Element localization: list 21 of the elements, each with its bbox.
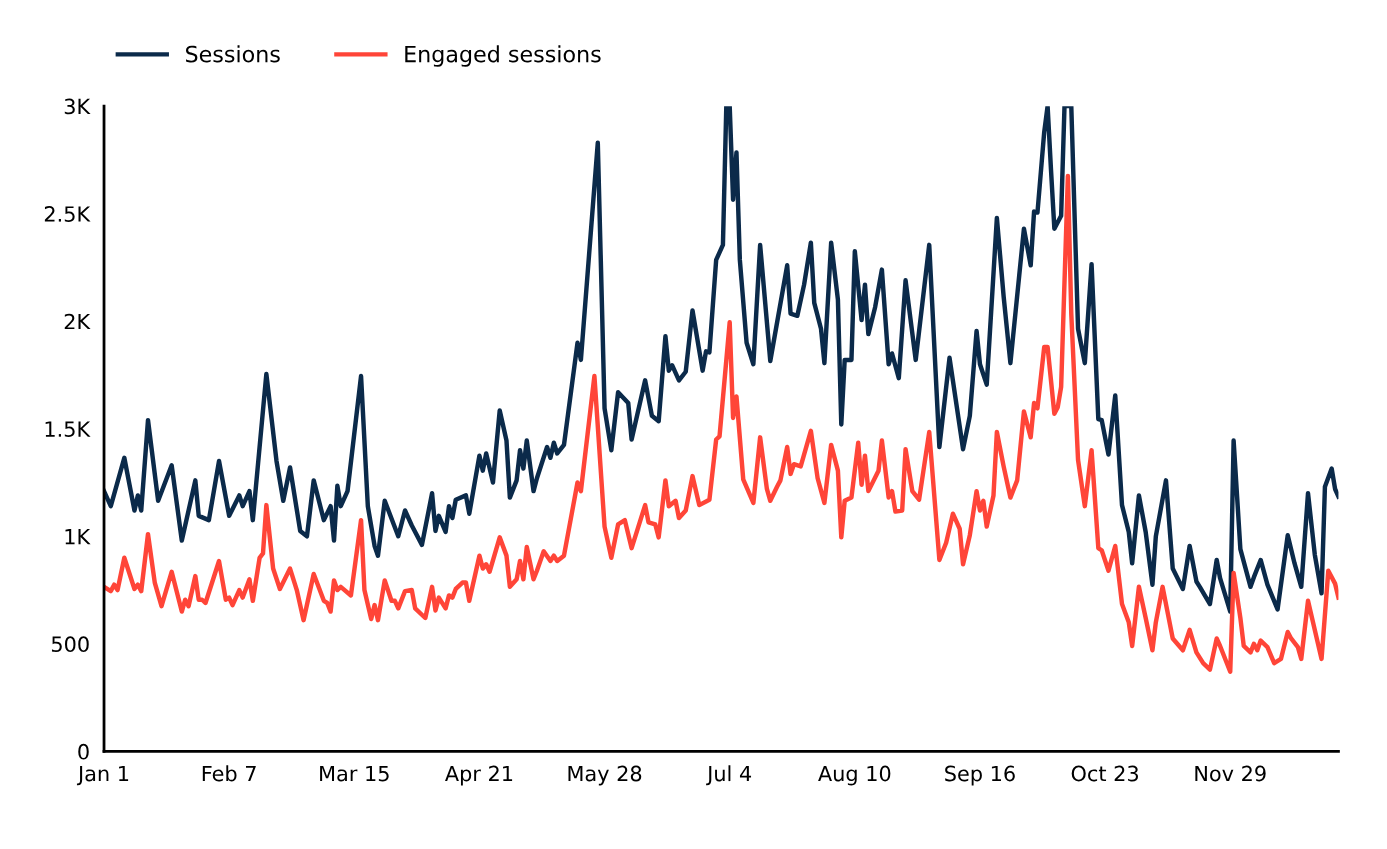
line-series [104, 173, 1339, 675]
x-tick-label: Jul 4 [706, 765, 752, 786]
y-tick-label: 500 [51, 636, 89, 653]
x-tick-label: Jan 1 [76, 765, 129, 786]
y-tick-label: 0 [78, 743, 89, 760]
y-tick-label: 1.5K [45, 421, 91, 437]
legend-label: Engaged sessions [405, 45, 601, 67]
x-tick-label: Sep 16 [945, 765, 1015, 786]
x-tick-label: Oct 23 [1071, 765, 1138, 782]
x-tick-label: Mar 15 [320, 765, 389, 782]
x-tick-label: May 28 [568, 765, 642, 786]
y-tick-label: 2K [64, 313, 91, 330]
y-tick-label: 2.5K [44, 206, 91, 222]
x-tick-label: Aug 10 [818, 765, 891, 786]
x-tick-label: Feb 7 [202, 765, 256, 782]
x-tick-label: Apr 21 [445, 765, 513, 786]
y-tick-label: 1K [65, 529, 91, 545]
x-tick-label: Nov 29 [1195, 765, 1266, 782]
line-series [104, 106, 1339, 614]
legend-label: Sessions [185, 45, 280, 63]
y-tick-label: 3K [64, 98, 91, 115]
